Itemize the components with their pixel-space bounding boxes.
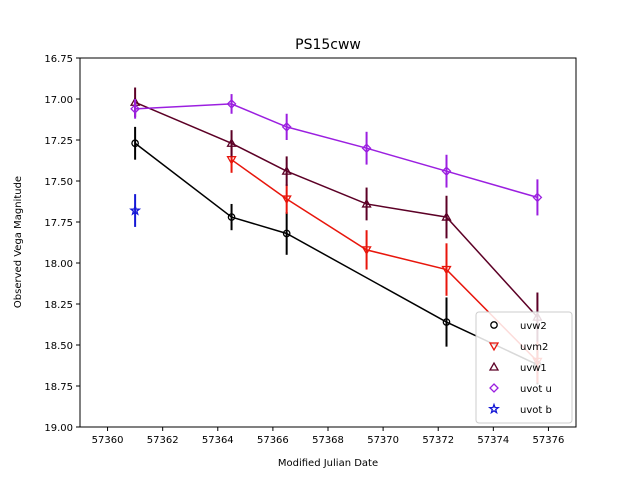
x-tick-label: 57372 [422, 435, 454, 446]
data-point [282, 229, 291, 238]
data-point [532, 192, 543, 203]
x-axis-label: Modified Julian Date [278, 458, 378, 469]
data-point [130, 103, 141, 114]
data-point [441, 265, 452, 275]
data-point [361, 198, 372, 208]
x-tick-label: 57360 [92, 435, 124, 446]
legend-label: uvw2 [520, 321, 547, 332]
legend-item: uvot u [489, 383, 552, 395]
legend-box [475, 311, 573, 424]
y-tick-label: 18.00 [44, 259, 73, 270]
series-group [129, 87, 543, 385]
y-tick-label: 18.25 [44, 300, 73, 311]
x-tick-label: 57366 [257, 435, 289, 446]
x-axis: 57360 57362 57364 57366 57368 57370 57372 57374… [92, 427, 565, 446]
x-tick-label: 57370 [367, 435, 399, 446]
x-tick-label: 57376 [533, 435, 565, 446]
y-tick-label: 19.00 [44, 423, 73, 434]
data-point [226, 137, 237, 147]
legend-item: uvw2 [490, 321, 547, 332]
legend-marker [490, 321, 498, 329]
data-point [281, 165, 292, 175]
x-tick-label: 57364 [202, 435, 234, 446]
legend-label: uvot u [520, 384, 552, 395]
legend-item: uvw1 [488, 361, 547, 374]
series-uvot-b [129, 194, 142, 227]
y-tick-label: 17.00 [44, 95, 73, 106]
data-point [227, 213, 236, 221]
data-point [131, 139, 139, 148]
legend-marker [488, 361, 500, 371]
x-tick-label: 57368 [312, 435, 344, 446]
legend-item: uvot b [487, 402, 552, 416]
chart-title: PS15cww [295, 37, 361, 53]
data-point [361, 143, 372, 154]
legend-marker [489, 383, 499, 393]
y-tick-label: 17.25 [44, 136, 73, 147]
series-uvot-u [130, 94, 543, 216]
data-point [281, 195, 292, 205]
series-line [134, 101, 538, 318]
data-point [441, 166, 452, 177]
y-tick-label: 17.50 [44, 177, 73, 188]
x-tick-label: 57362 [147, 435, 179, 446]
legend-label: uvw1 [520, 363, 547, 374]
data-point [441, 211, 452, 221]
legend-label: uvot b [520, 405, 552, 416]
legend: uvw2 uvm2 uvw1 uvot u uvot b [475, 311, 573, 424]
x-tick-label: 57374 [477, 435, 509, 446]
legend-item: uvm2 [488, 342, 548, 353]
y-tick-label: 18.50 [44, 341, 73, 352]
data-point [226, 99, 237, 109]
series-line [135, 103, 538, 199]
data-point [361, 246, 372, 256]
data-point [442, 318, 451, 326]
legend-label: uvm2 [520, 342, 548, 353]
legend-marker [488, 342, 500, 352]
data-point [281, 121, 292, 132]
y-tick-label: 18.75 [44, 382, 73, 393]
legend-marker [487, 402, 501, 415]
data-point [129, 204, 142, 216]
y-axis-label: Observed Vega Magnitude [13, 176, 24, 308]
y-axis: 16.75 17.00 17.25 17.50 17.75 18.00 18.25 18.50… [44, 54, 80, 434]
y-tick-label: 17.75 [44, 218, 73, 229]
y-tick-label: 16.75 [44, 54, 73, 65]
data-point [226, 156, 237, 165]
